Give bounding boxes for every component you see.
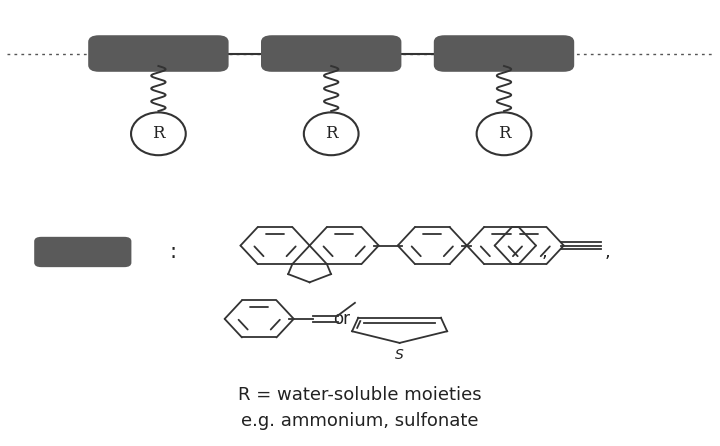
- FancyBboxPatch shape: [261, 35, 402, 72]
- FancyBboxPatch shape: [35, 237, 132, 267]
- Text: R = water-soluble moieties: R = water-soluble moieties: [238, 386, 482, 404]
- Ellipse shape: [304, 112, 359, 155]
- Text: or: or: [333, 310, 351, 328]
- Text: e.g. ammonium, sulfonate: e.g. ammonium, sulfonate: [241, 413, 479, 430]
- Text: ,: ,: [605, 243, 611, 261]
- FancyBboxPatch shape: [433, 35, 575, 72]
- Text: R: R: [152, 125, 165, 142]
- Text: R: R: [498, 125, 510, 142]
- Text: ,: ,: [541, 243, 547, 261]
- Text: S: S: [395, 347, 404, 362]
- FancyBboxPatch shape: [89, 35, 229, 72]
- Ellipse shape: [131, 112, 186, 155]
- Text: :: :: [169, 242, 176, 262]
- Ellipse shape: [477, 112, 531, 155]
- Text: R: R: [325, 125, 338, 142]
